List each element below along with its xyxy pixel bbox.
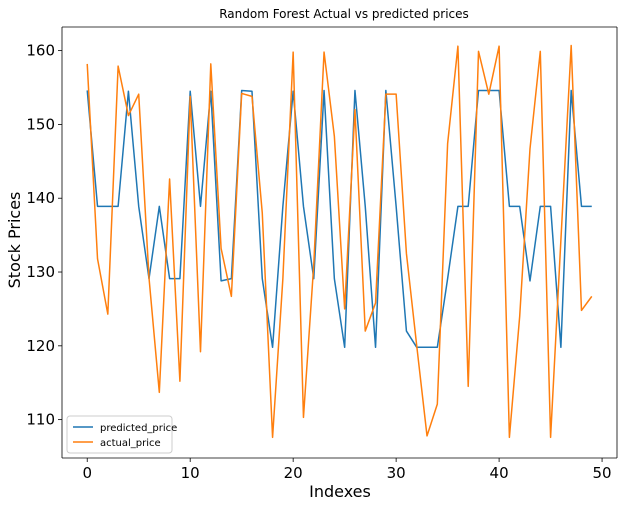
y-tick-label: 130 (26, 263, 55, 281)
x-tick-label: 30 (387, 464, 406, 482)
x-tick-label: 0 (82, 464, 92, 482)
legend-label-predicted-price: predicted_price (100, 423, 177, 434)
plot-area: 0 10 20 30 40 50 110 120 130 140 150 160 predicted_p… (26, 26, 618, 482)
x-tick-label: 20 (284, 464, 303, 482)
y-tick-label: 160 (26, 42, 55, 60)
x-axis-title: Indexes (309, 482, 371, 501)
legend-label-actual-price: actual_price (100, 438, 161, 449)
series-line-predicted-price (86, 89, 592, 349)
series-line-actual-price (86, 44, 593, 439)
chart-title: Random Forest Actual vs predicted prices (219, 7, 469, 21)
y-axis-title: Stock Prices (5, 192, 24, 289)
y-tick-label: 150 (26, 115, 55, 133)
legend-box (66, 415, 173, 454)
x-tick-label: 10 (181, 464, 200, 482)
y-tick-label: 140 (26, 189, 55, 207)
x-tick-label: 40 (490, 464, 509, 482)
x-tick-label: 50 (593, 464, 612, 482)
y-tick-label: 120 (26, 337, 55, 355)
y-tick-label: 110 (26, 411, 55, 429)
